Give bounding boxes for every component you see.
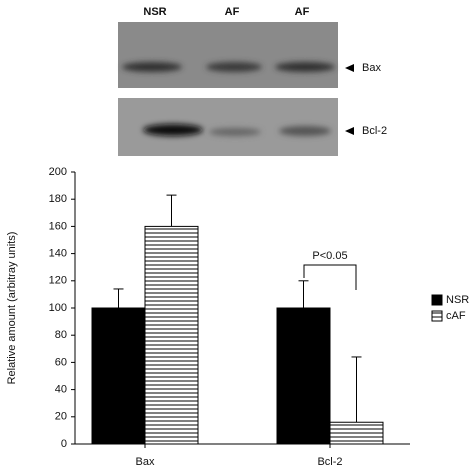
annotation: P<0.05 xyxy=(312,250,347,262)
bar xyxy=(276,307,331,445)
band-label: Bcl-2 xyxy=(362,125,387,137)
bands xyxy=(122,62,335,136)
bar xyxy=(144,225,199,445)
y-tick-label: 100 xyxy=(49,302,67,314)
bar xyxy=(91,307,146,445)
y-tick-label: 20 xyxy=(55,411,67,423)
band-label: Bax xyxy=(362,62,381,74)
arrow xyxy=(345,127,354,135)
lane-label: AF xyxy=(295,6,310,18)
significance-bracket xyxy=(303,264,357,290)
arrow xyxy=(345,64,354,72)
y-tick-label: 180 xyxy=(49,193,67,205)
y-tick-label: 120 xyxy=(49,275,67,287)
legend-label: cAF xyxy=(446,310,466,322)
lane-label: AF xyxy=(225,6,240,18)
bar xyxy=(329,421,384,445)
legend-swatch xyxy=(431,310,443,322)
y-tick-label: 60 xyxy=(55,356,67,368)
y-tick-label: 80 xyxy=(55,329,67,341)
legend-label: NSR xyxy=(446,294,469,306)
y-tick-label: 200 xyxy=(49,166,67,178)
y-tick-label: 0 xyxy=(61,438,67,450)
y-tick-label: 140 xyxy=(49,248,67,260)
y-tick-label: 160 xyxy=(49,220,67,232)
x-tick-label: Bax xyxy=(136,456,155,468)
lane-label: NSR xyxy=(143,6,166,18)
y-tick-label: 40 xyxy=(55,384,67,396)
x-tick-label: Bcl-2 xyxy=(317,456,342,468)
legend-swatch xyxy=(431,294,443,306)
blot-panel xyxy=(118,22,338,88)
y-axis-label: Relative amount (arbitray units) xyxy=(6,232,18,385)
